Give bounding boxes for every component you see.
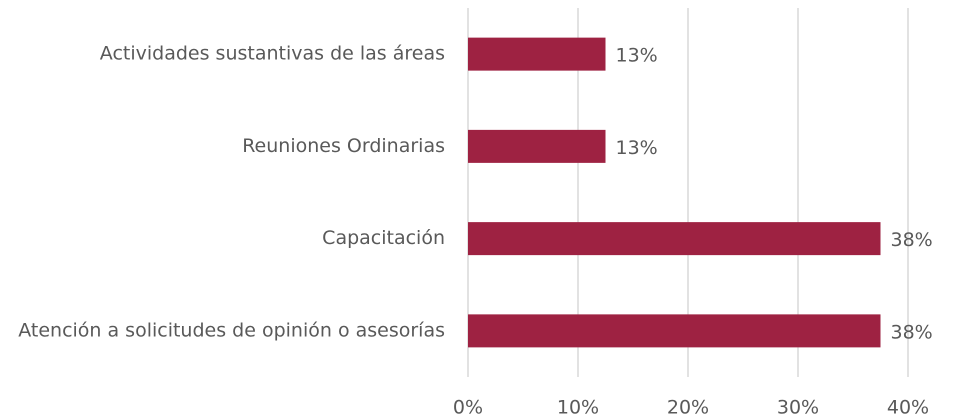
bar bbox=[468, 222, 881, 256]
value-label: 13% bbox=[616, 137, 658, 159]
value-label: 38% bbox=[891, 229, 933, 251]
value-label: 13% bbox=[616, 45, 658, 67]
y-tick-label: Capacitación bbox=[322, 227, 445, 249]
bar bbox=[468, 129, 606, 163]
x-tick-label: 20% bbox=[667, 397, 709, 419]
x-tick-label: 0% bbox=[453, 397, 483, 419]
y-tick-label: Reuniones Ordinarias bbox=[242, 135, 445, 157]
value-label: 38% bbox=[891, 321, 933, 343]
bar bbox=[468, 314, 881, 348]
x-tick-label: 30% bbox=[777, 397, 819, 419]
bar bbox=[468, 37, 606, 71]
y-tick-label: Actividades sustantivas de las áreas bbox=[100, 43, 445, 65]
x-tick-label: 40% bbox=[887, 397, 929, 419]
x-tick-label: 10% bbox=[557, 397, 599, 419]
y-tick-label: Atención a solicitudes de opinión o ases… bbox=[18, 319, 445, 341]
